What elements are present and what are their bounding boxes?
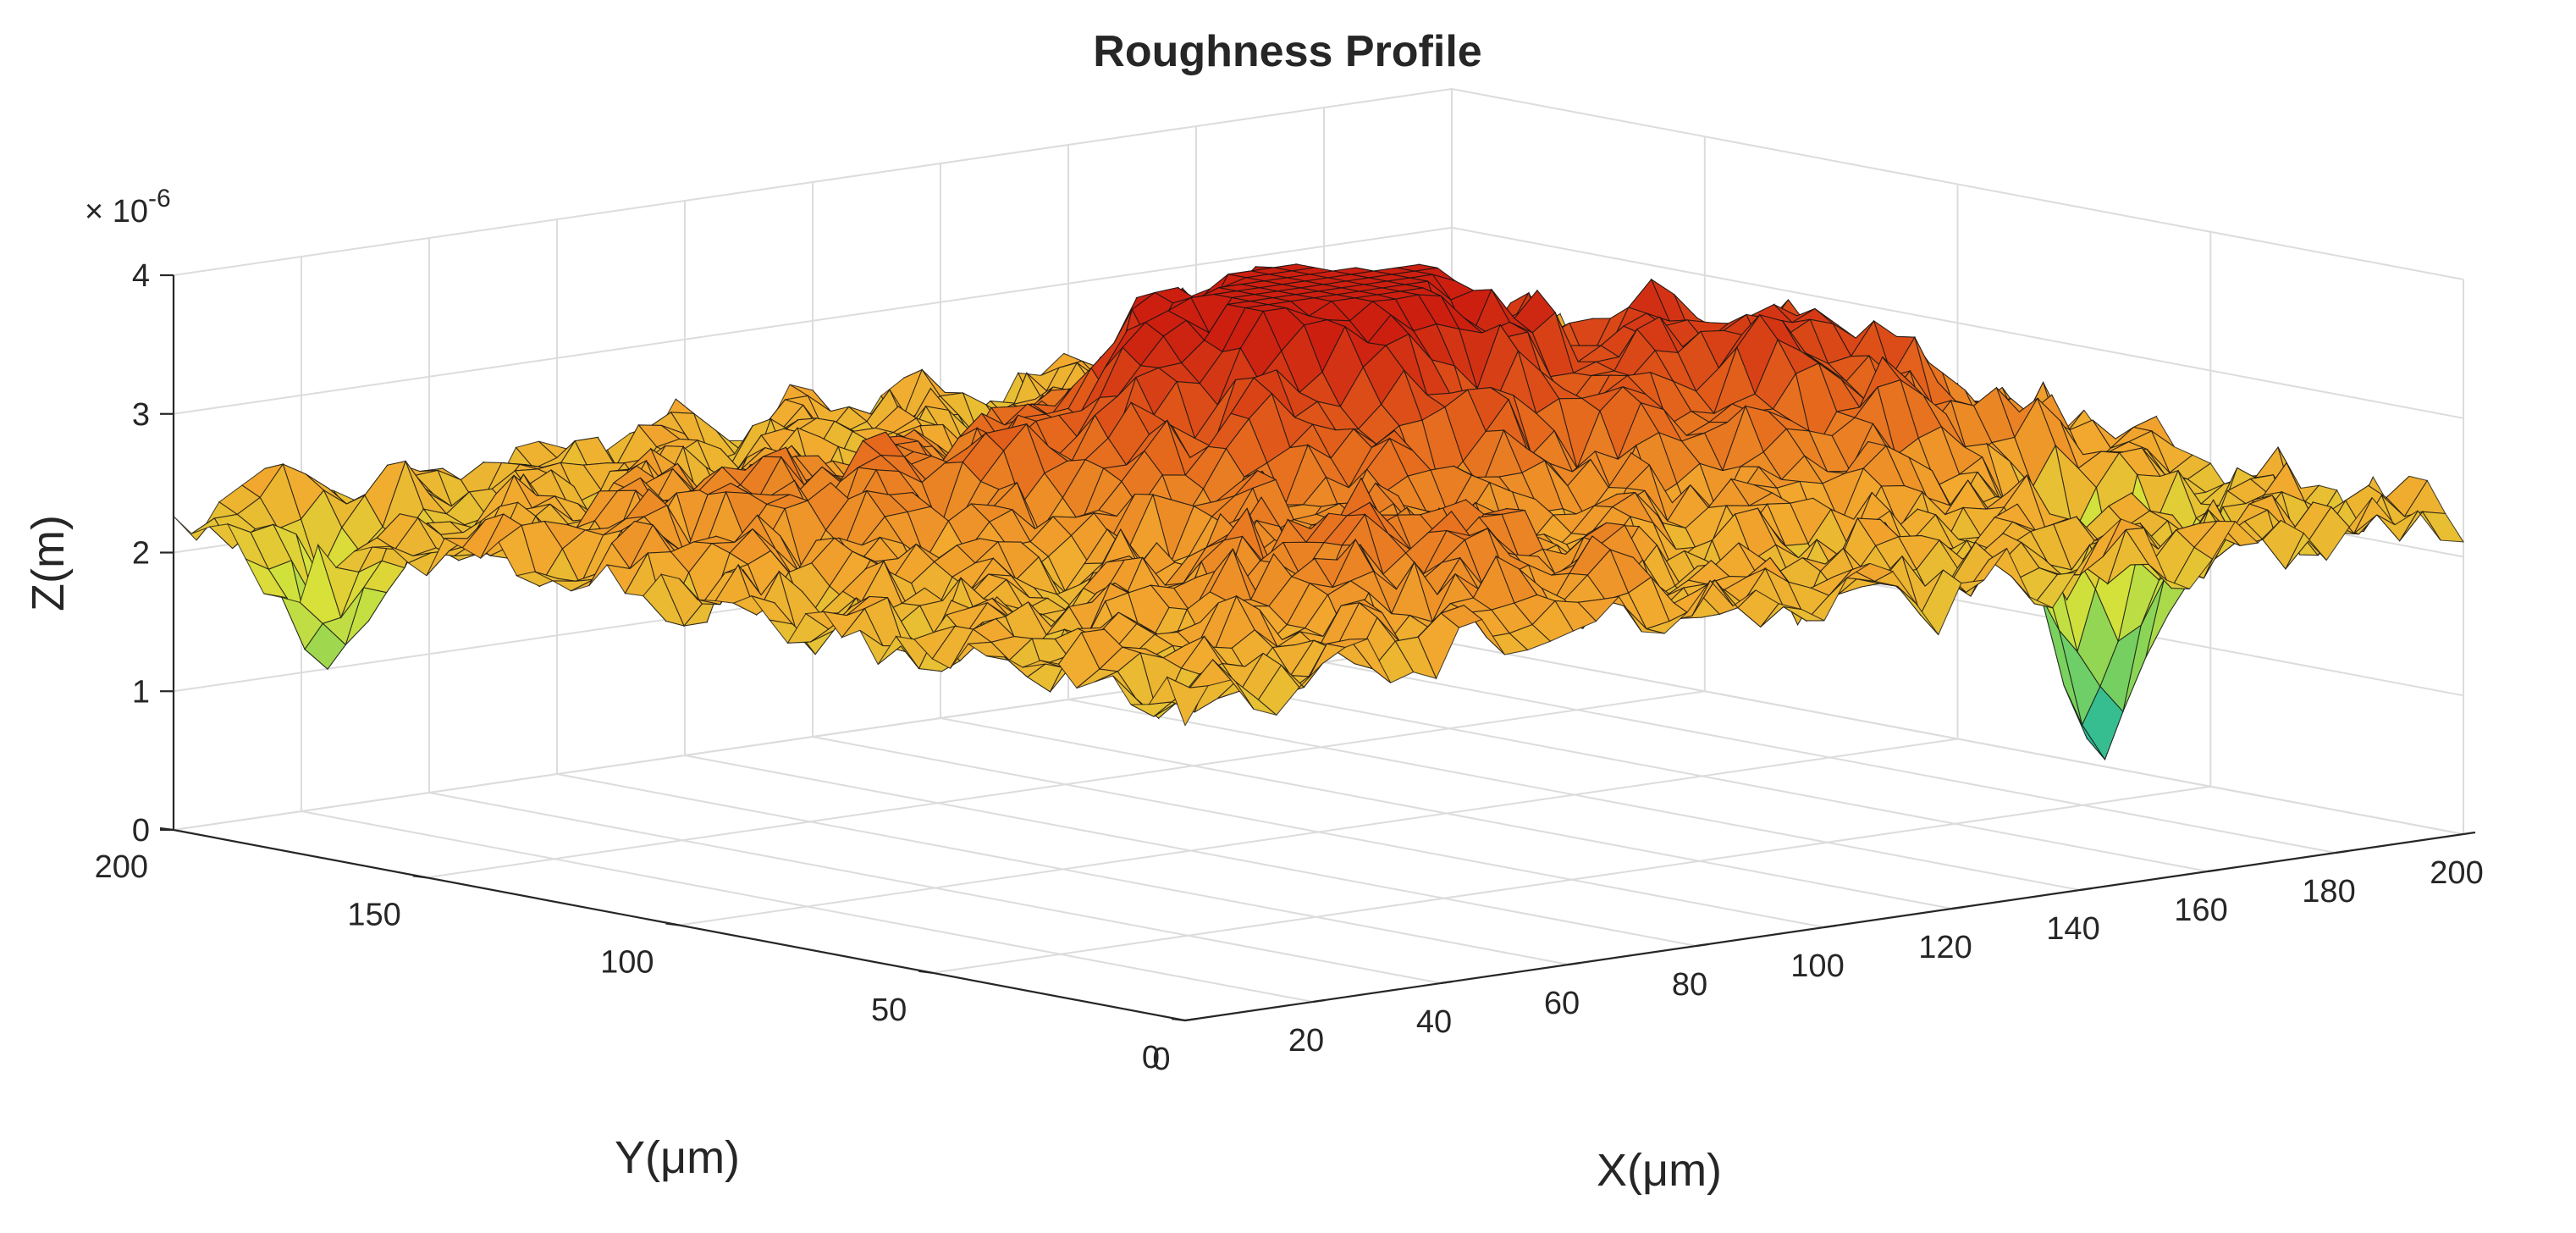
xy-axis-line <box>173 828 2464 1022</box>
x-tick-mark <box>1823 924 1837 929</box>
x-tick-mark <box>1696 943 1709 948</box>
x-tick-label: 160 <box>2174 893 2227 928</box>
x-tick-mark <box>2079 887 2093 892</box>
z-tick-label: 4 <box>132 258 150 294</box>
y-tick-mark <box>412 875 427 879</box>
z-tick-label: 0 <box>132 813 150 849</box>
y-tick-label: 200 <box>95 849 148 885</box>
z-tick-label: 1 <box>132 674 150 710</box>
z-exponent-label: × 10-6 <box>85 185 171 229</box>
z-tick-label: 3 <box>132 397 150 433</box>
y-tick-label: 100 <box>600 945 654 981</box>
x-tick-mark <box>2207 868 2220 873</box>
z-exponent-base: × 10 <box>85 194 148 229</box>
x-tick-mark <box>1184 1017 1198 1022</box>
x-tick-mark <box>2463 831 2476 836</box>
y-tick-label: 0 <box>1142 1040 1160 1075</box>
grid-line-z <box>173 87 2464 280</box>
y-tick-label: 50 <box>871 992 907 1028</box>
x-tick-label: 200 <box>2430 855 2483 891</box>
x-tick-mark <box>1312 998 1326 1004</box>
x-tick-label: 40 <box>1416 1004 1452 1040</box>
x-tick-label: 0 <box>1152 1042 1170 1077</box>
x-tick-mark <box>1568 961 1581 966</box>
surface-patch <box>1166 676 1210 727</box>
y-axis-label: Y(μm) <box>615 1132 740 1183</box>
y-tick-mark <box>918 970 933 974</box>
y-tick-mark <box>1171 1017 1186 1022</box>
x-tick-mark <box>1440 980 1453 985</box>
y-tick-label: 150 <box>347 897 400 932</box>
surface-mesh <box>173 263 2465 761</box>
x-tick-label: 140 <box>2046 911 2099 947</box>
z-exponent-power: -6 <box>148 185 171 213</box>
z-axis-label: Z(m) <box>23 515 74 611</box>
x-tick-label: 20 <box>1288 1023 1324 1059</box>
x-tick-mark <box>2335 849 2348 854</box>
chart-title: Roughness Profile <box>1093 27 1481 76</box>
x-tick-label: 180 <box>2302 874 2355 910</box>
x-tick-label: 60 <box>1544 986 1580 1021</box>
grid-line-z <box>173 226 2464 419</box>
x-axis-label: X(μm) <box>1597 1145 1722 1196</box>
x-tick-label: 80 <box>1672 967 1707 1003</box>
y-tick-mark <box>665 922 680 926</box>
surface-patch <box>2421 511 2465 543</box>
x-tick-mark <box>1951 905 1965 910</box>
x-tick-label: 120 <box>1918 930 1972 965</box>
tick-labels: 0204060801001201401601802000501001502000… <box>95 258 2484 1077</box>
x-tick-label: 100 <box>1790 948 1844 984</box>
z-tick-label: 2 <box>132 536 150 572</box>
